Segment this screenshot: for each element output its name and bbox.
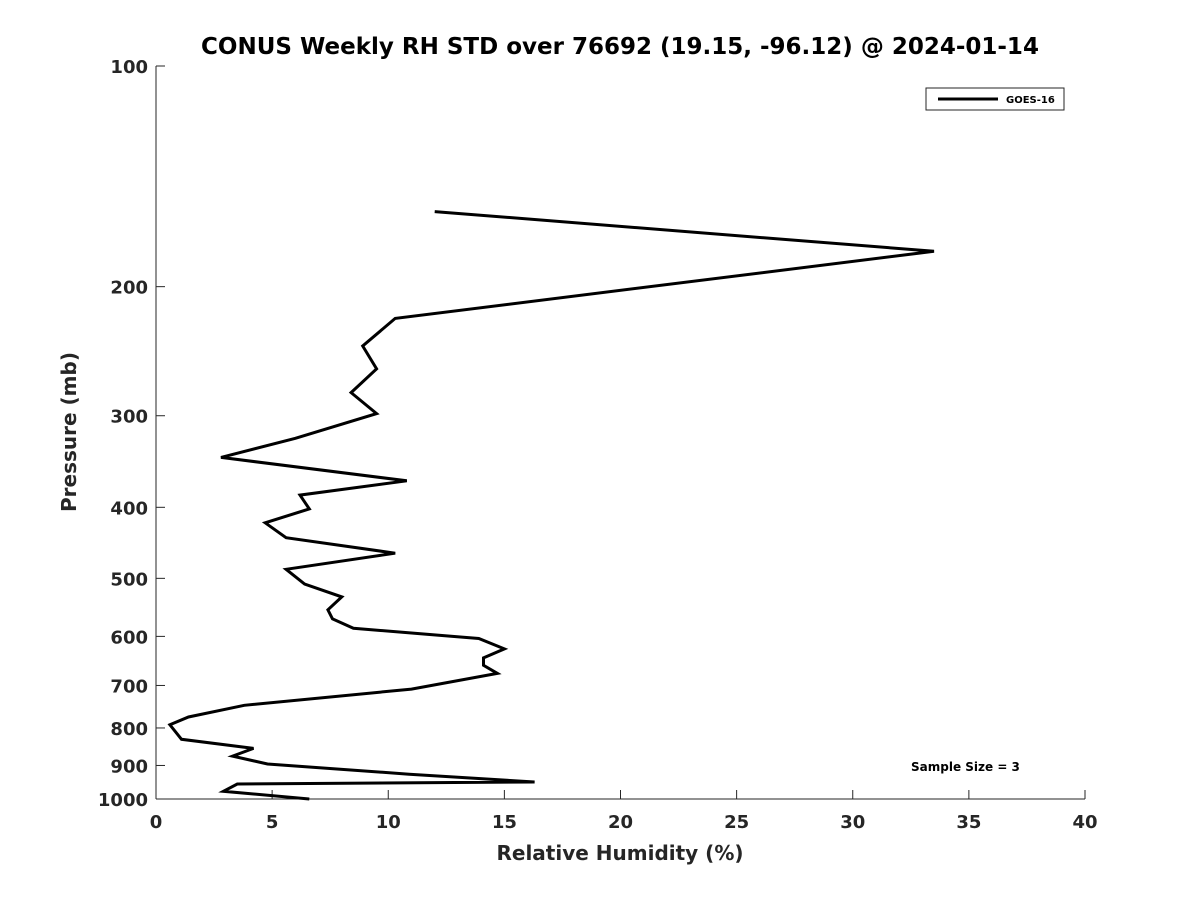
y-tick-label: 100 xyxy=(110,57,148,78)
y-tick-label: 1000 xyxy=(98,790,148,811)
y-tick-label: 600 xyxy=(110,627,148,648)
y-tick-label: 900 xyxy=(110,756,148,777)
x-tick-label: 10 xyxy=(376,812,401,833)
y-tick-label: 200 xyxy=(110,278,148,299)
y-tick-label: 400 xyxy=(110,498,148,519)
y-axis-label: Pressure (mb) xyxy=(57,352,81,512)
x-tick-label: 25 xyxy=(724,812,749,833)
plot-area xyxy=(155,66,1085,800)
y-tick-label: 500 xyxy=(110,569,148,590)
x-tick-label: 15 xyxy=(492,812,517,833)
x-axis-ticks: 0 5 10 15 20 25 30 35 40 xyxy=(150,790,1098,833)
series-line-goes-16 xyxy=(167,210,935,801)
legend-label-goes-16: GOES-16 xyxy=(1006,95,1055,106)
chart-title: CONUS Weekly RH STD over 76692 (19.15, -… xyxy=(201,34,1039,60)
sample-size-annotation: Sample Size = 3 xyxy=(911,760,1020,774)
y-tick-label: 300 xyxy=(110,407,148,428)
x-tick-label: 5 xyxy=(266,812,279,833)
y-tick-label: 700 xyxy=(110,676,148,697)
x-tick-label: 0 xyxy=(150,812,163,833)
x-tick-label: 40 xyxy=(1072,812,1097,833)
legend: GOES-16 xyxy=(925,87,1065,111)
x-axis-label: Relative Humidity (%) xyxy=(496,841,743,865)
x-tick-label: 30 xyxy=(840,812,865,833)
y-axis-ticks: 100 200 300 400 500 600 700 800 900 1000 xyxy=(98,57,165,811)
y-tick-label: 800 xyxy=(110,719,148,740)
x-tick-label: 35 xyxy=(956,812,981,833)
x-tick-label: 20 xyxy=(608,812,633,833)
